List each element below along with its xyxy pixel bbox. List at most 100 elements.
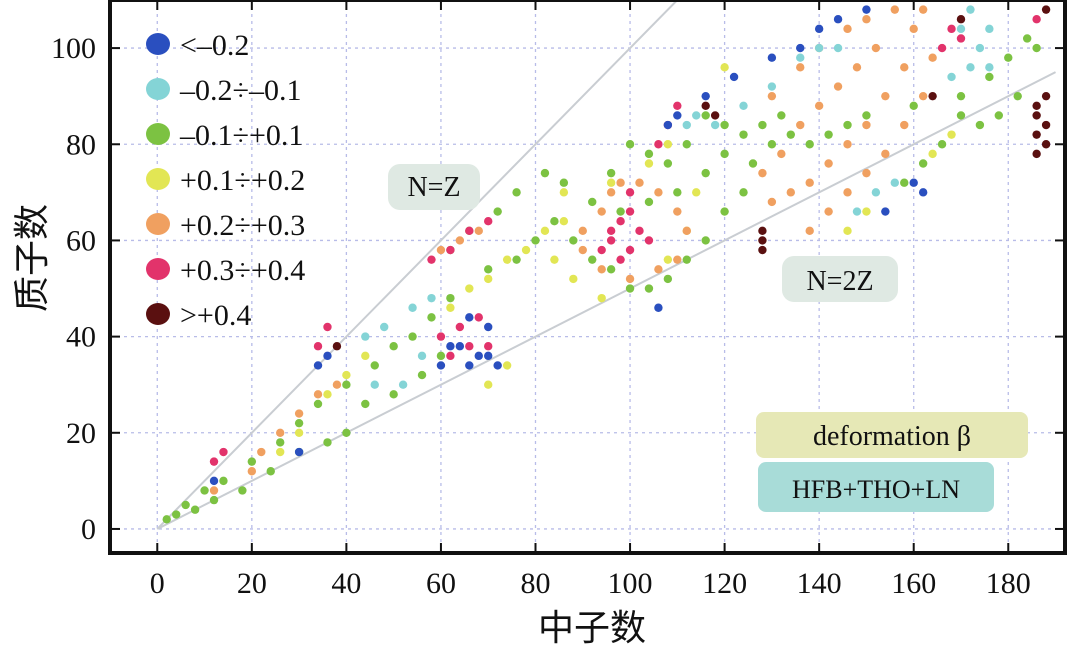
point-6-4 <box>1032 111 1041 120</box>
point-3-20 <box>654 140 663 149</box>
x-tick-label-5: 100 <box>608 567 653 600</box>
point-3-7 <box>616 255 625 264</box>
point-0-1 <box>171 510 181 519</box>
point-2-0 <box>578 226 587 236</box>
point-2-17 <box>862 15 871 24</box>
legend: <–0.2 –0.2÷–0.1 –0.1÷+0.1 +0.1÷+0.2 +0.2÷+0.… <box>146 29 305 332</box>
point-5-19 <box>313 361 323 370</box>
point-1-21 <box>484 380 493 389</box>
point-0-11 <box>389 342 398 351</box>
point-0-57 <box>417 370 427 380</box>
point-6-15 <box>332 342 342 351</box>
point-0-35 <box>862 111 871 120</box>
point-3-13 <box>484 342 493 351</box>
point-1-17 <box>361 351 370 361</box>
point-2-39 <box>881 149 890 159</box>
point-2-11 <box>597 265 606 274</box>
point-5-21 <box>294 447 304 457</box>
point-0-26 <box>701 236 710 245</box>
point-0-25 <box>682 255 691 264</box>
point-0-13 <box>427 313 436 322</box>
legend-marker-0 <box>146 33 170 55</box>
point-0-78 <box>512 188 521 197</box>
point-2-24 <box>824 159 833 168</box>
legend-marker-2 <box>146 123 170 145</box>
point-6-2 <box>1032 101 1041 110</box>
point-5-9 <box>673 111 682 120</box>
point-4-16 <box>871 188 881 197</box>
point-2-37 <box>918 91 928 101</box>
point-5-0 <box>465 313 474 322</box>
point-3-16 <box>427 255 436 264</box>
point-0-29 <box>748 159 758 168</box>
axis-ticks: 0 20 40 60 80 100 120 140 160 180 0 20 40 60 80 100 <box>51 0 1065 600</box>
point-2-28 <box>758 168 767 178</box>
point-6-10 <box>758 236 767 245</box>
legend-marker-6 <box>146 303 170 325</box>
x-tick-label-3: 60 <box>426 567 456 600</box>
legend-marker-5 <box>146 258 170 280</box>
point-2-26 <box>786 188 795 197</box>
point-0-2 <box>181 500 190 510</box>
point-1-2 <box>484 274 493 284</box>
point-3-0 <box>597 245 606 255</box>
point-0-65 <box>209 495 219 505</box>
n-eq-z-box <box>388 164 480 210</box>
point-0-10 <box>370 361 379 370</box>
point-3-22 <box>673 101 682 110</box>
point-1-13 <box>644 159 654 168</box>
point-1-6 <box>559 217 569 226</box>
point-3-5 <box>644 236 654 245</box>
legend-label-0: <–0.2 <box>180 29 249 62</box>
point-0-42 <box>1013 91 1022 101</box>
point-4-0 <box>814 43 824 53</box>
point-4-14 <box>985 24 994 34</box>
point-0-32 <box>805 140 814 149</box>
point-0-55 <box>606 168 616 178</box>
point-3-2 <box>616 217 625 226</box>
x-tick-label-0: 0 <box>150 567 165 600</box>
point-0-76 <box>559 178 569 187</box>
point-3-17 <box>446 245 455 255</box>
point-3-24 <box>219 447 228 457</box>
point-2-34 <box>871 43 881 53</box>
point-0-27 <box>720 207 729 216</box>
reference-line-1 <box>156 71 1056 530</box>
y-tick-label-1: 20 <box>66 417 96 450</box>
point-4-10 <box>985 63 994 72</box>
point-2-29 <box>777 149 786 159</box>
point-2-43 <box>805 226 814 236</box>
y-tick-label-3: 60 <box>66 224 96 257</box>
n-eq-2z-label: N=2Z <box>806 266 873 297</box>
point-0-43 <box>994 111 1004 120</box>
reference-line-0 <box>156 0 679 530</box>
point-2-6 <box>673 207 682 216</box>
point-6-5 <box>1041 120 1051 130</box>
point-4-7 <box>692 111 701 120</box>
point-3-3 <box>625 207 635 216</box>
point-2-42 <box>824 207 833 216</box>
point-0-9 <box>342 380 351 389</box>
legend-label-2: –0.1÷+0.1 <box>179 119 303 152</box>
point-0-75 <box>588 197 597 207</box>
point-2-48 <box>257 447 266 457</box>
point-5-24 <box>474 351 483 361</box>
point-0-72 <box>673 188 682 197</box>
point-1-0 <box>446 303 455 312</box>
point-0-46 <box>937 140 947 149</box>
point-3-23 <box>209 457 219 466</box>
point-2-51 <box>313 390 323 399</box>
point-5-17 <box>909 178 918 187</box>
point-1-3 <box>502 255 512 264</box>
point-2-40 <box>862 168 871 178</box>
point-2-49 <box>275 428 285 437</box>
legend-label-4: +0.2÷+0.3 <box>180 209 305 242</box>
point-5-12 <box>767 53 777 62</box>
point-1-5 <box>540 226 550 236</box>
point-1-20 <box>275 447 285 457</box>
point-0-79 <box>493 207 502 216</box>
method-box <box>758 462 994 512</box>
point-2-18 <box>890 5 900 14</box>
point-0-58 <box>389 390 398 399</box>
